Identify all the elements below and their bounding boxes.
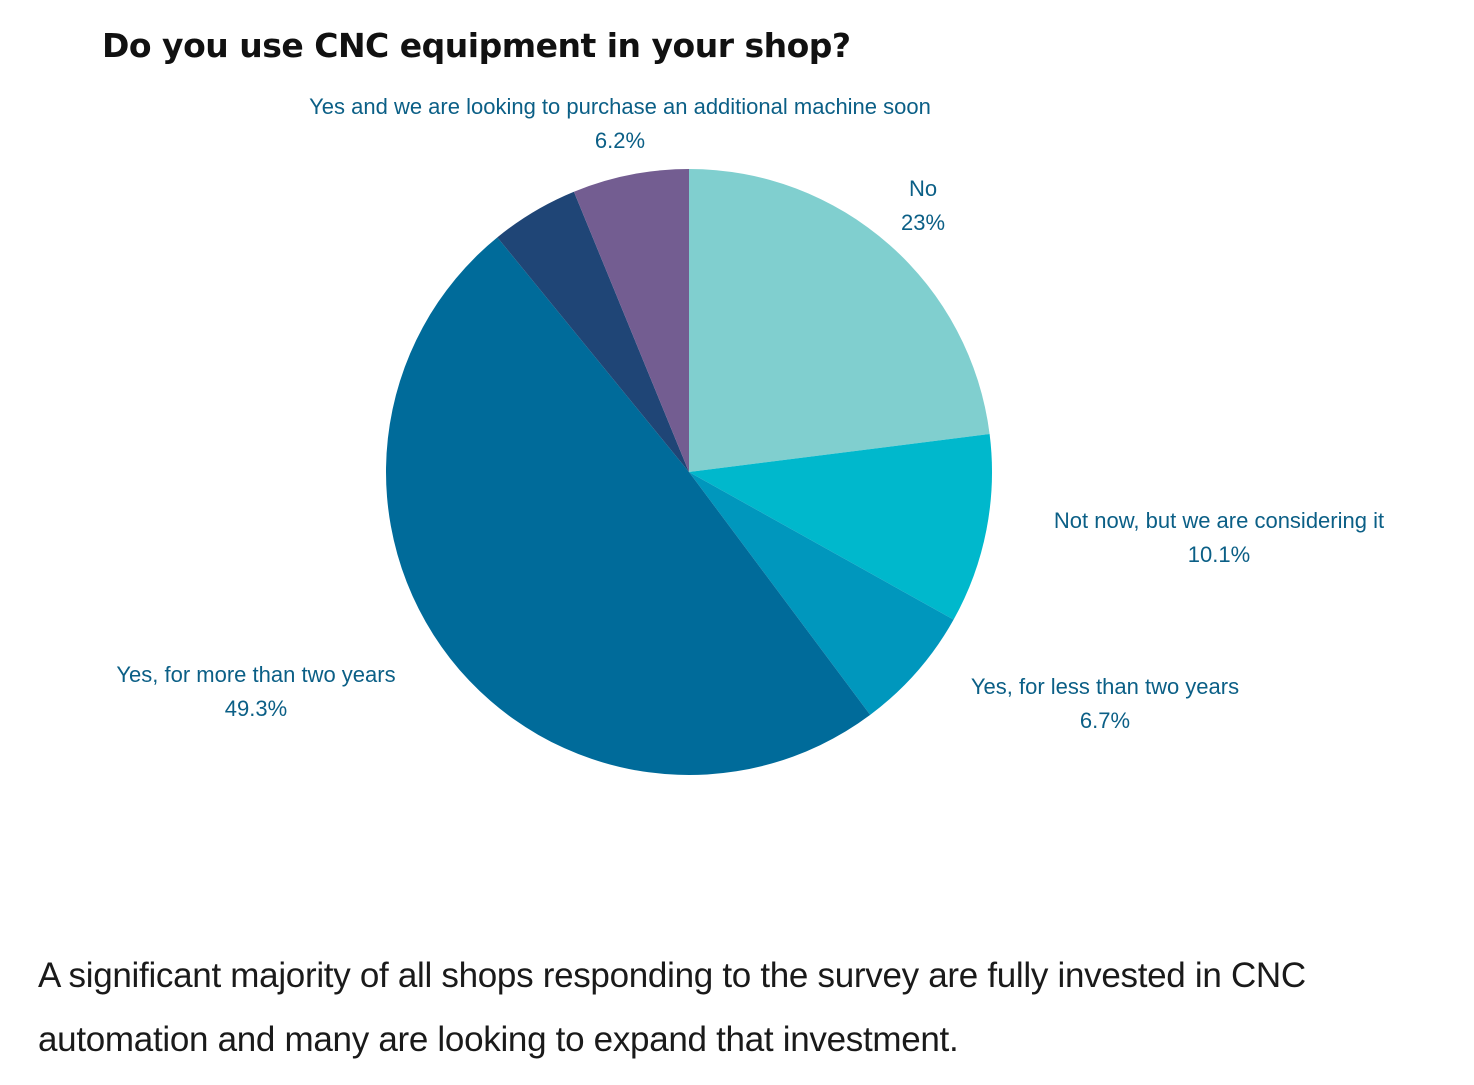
chart-caption: A significant majority of all shops resp… bbox=[38, 956, 1306, 1059]
pie-slice-not-now-but-we-are-considering-it bbox=[689, 434, 992, 620]
pie-slice-yes-for-more-than-two-years bbox=[385, 237, 871, 776]
slice-value-yes-for-more-than-two-years: 49.3% bbox=[225, 696, 287, 721]
pie-slice-yes-for-less-than-two-years bbox=[689, 472, 954, 715]
slice-value-no: 23% bbox=[901, 210, 945, 235]
pie-slice-unlabeled-4 bbox=[497, 191, 689, 472]
pie-labels: No 23% Not now, but we are considering it 1… bbox=[116, 94, 1384, 733]
chart-title: Do you use CNC equipment in your shop? bbox=[102, 26, 851, 65]
slice-value-yes-for-less-than-two-years: 6.7% bbox=[1080, 708, 1130, 733]
pie-chart: No 23% Not now, but we are considering it 1… bbox=[116, 94, 1384, 776]
slice-value-yes-and-we-are-looking-to-purchase-an-additional-machine-soon: 6.2% bbox=[595, 128, 645, 153]
slice-label-yes-for-less-than-two-years: Yes, for less than two years bbox=[971, 674, 1239, 699]
slice-value-not-now-but-we-are-considering-it: 10.1% bbox=[1188, 542, 1250, 567]
slice-label-yes-for-more-than-two-years: Yes, for more than two years bbox=[116, 662, 395, 687]
pie-slice-yes-and-we-are-looking-to-purchase-an-additional-machine-soon bbox=[573, 169, 689, 472]
slice-label-yes-and-we-are-looking-to-purchase-an-additional-machine-soon: Yes and we are looking to purchase an ad… bbox=[309, 94, 931, 119]
slice-label-no: No bbox=[909, 176, 937, 201]
pie-slice-no bbox=[689, 169, 990, 472]
pie-slices bbox=[385, 169, 992, 776]
slice-label-not-now-but-we-are-considering-it: Not now, but we are considering it bbox=[1054, 508, 1384, 533]
